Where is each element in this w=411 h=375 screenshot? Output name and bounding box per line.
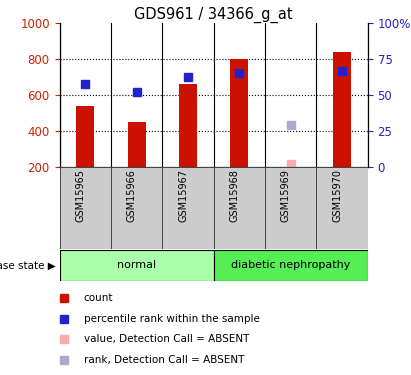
Bar <box>60 167 111 249</box>
Text: percentile rank within the sample: percentile rank within the sample <box>84 314 260 324</box>
Text: diabetic nephropathy: diabetic nephropathy <box>231 260 351 270</box>
Text: rank, Detection Call = ABSENT: rank, Detection Call = ABSENT <box>84 355 244 365</box>
Text: GSM15967: GSM15967 <box>178 170 188 222</box>
Bar <box>162 167 214 249</box>
Title: GDS961 / 34366_g_at: GDS961 / 34366_g_at <box>134 6 293 22</box>
Bar <box>316 167 368 249</box>
Text: GSM15968: GSM15968 <box>229 170 239 222</box>
Bar <box>231 58 248 167</box>
Text: GSM15969: GSM15969 <box>281 170 291 222</box>
Bar <box>333 52 351 167</box>
Bar <box>214 250 368 280</box>
Bar <box>128 122 145 167</box>
Text: GSM15966: GSM15966 <box>127 170 136 222</box>
Text: GSM15965: GSM15965 <box>75 170 85 222</box>
Bar <box>111 167 162 249</box>
Text: normal: normal <box>117 260 156 270</box>
Bar <box>60 250 214 280</box>
Text: GSM15970: GSM15970 <box>332 170 342 222</box>
Text: value, Detection Call = ABSENT: value, Detection Call = ABSENT <box>84 334 249 344</box>
Text: count: count <box>84 293 113 303</box>
Bar <box>76 105 94 167</box>
Bar <box>179 84 197 167</box>
Text: disease state ▶: disease state ▶ <box>0 260 55 270</box>
Bar <box>265 167 316 249</box>
Bar <box>214 167 265 249</box>
